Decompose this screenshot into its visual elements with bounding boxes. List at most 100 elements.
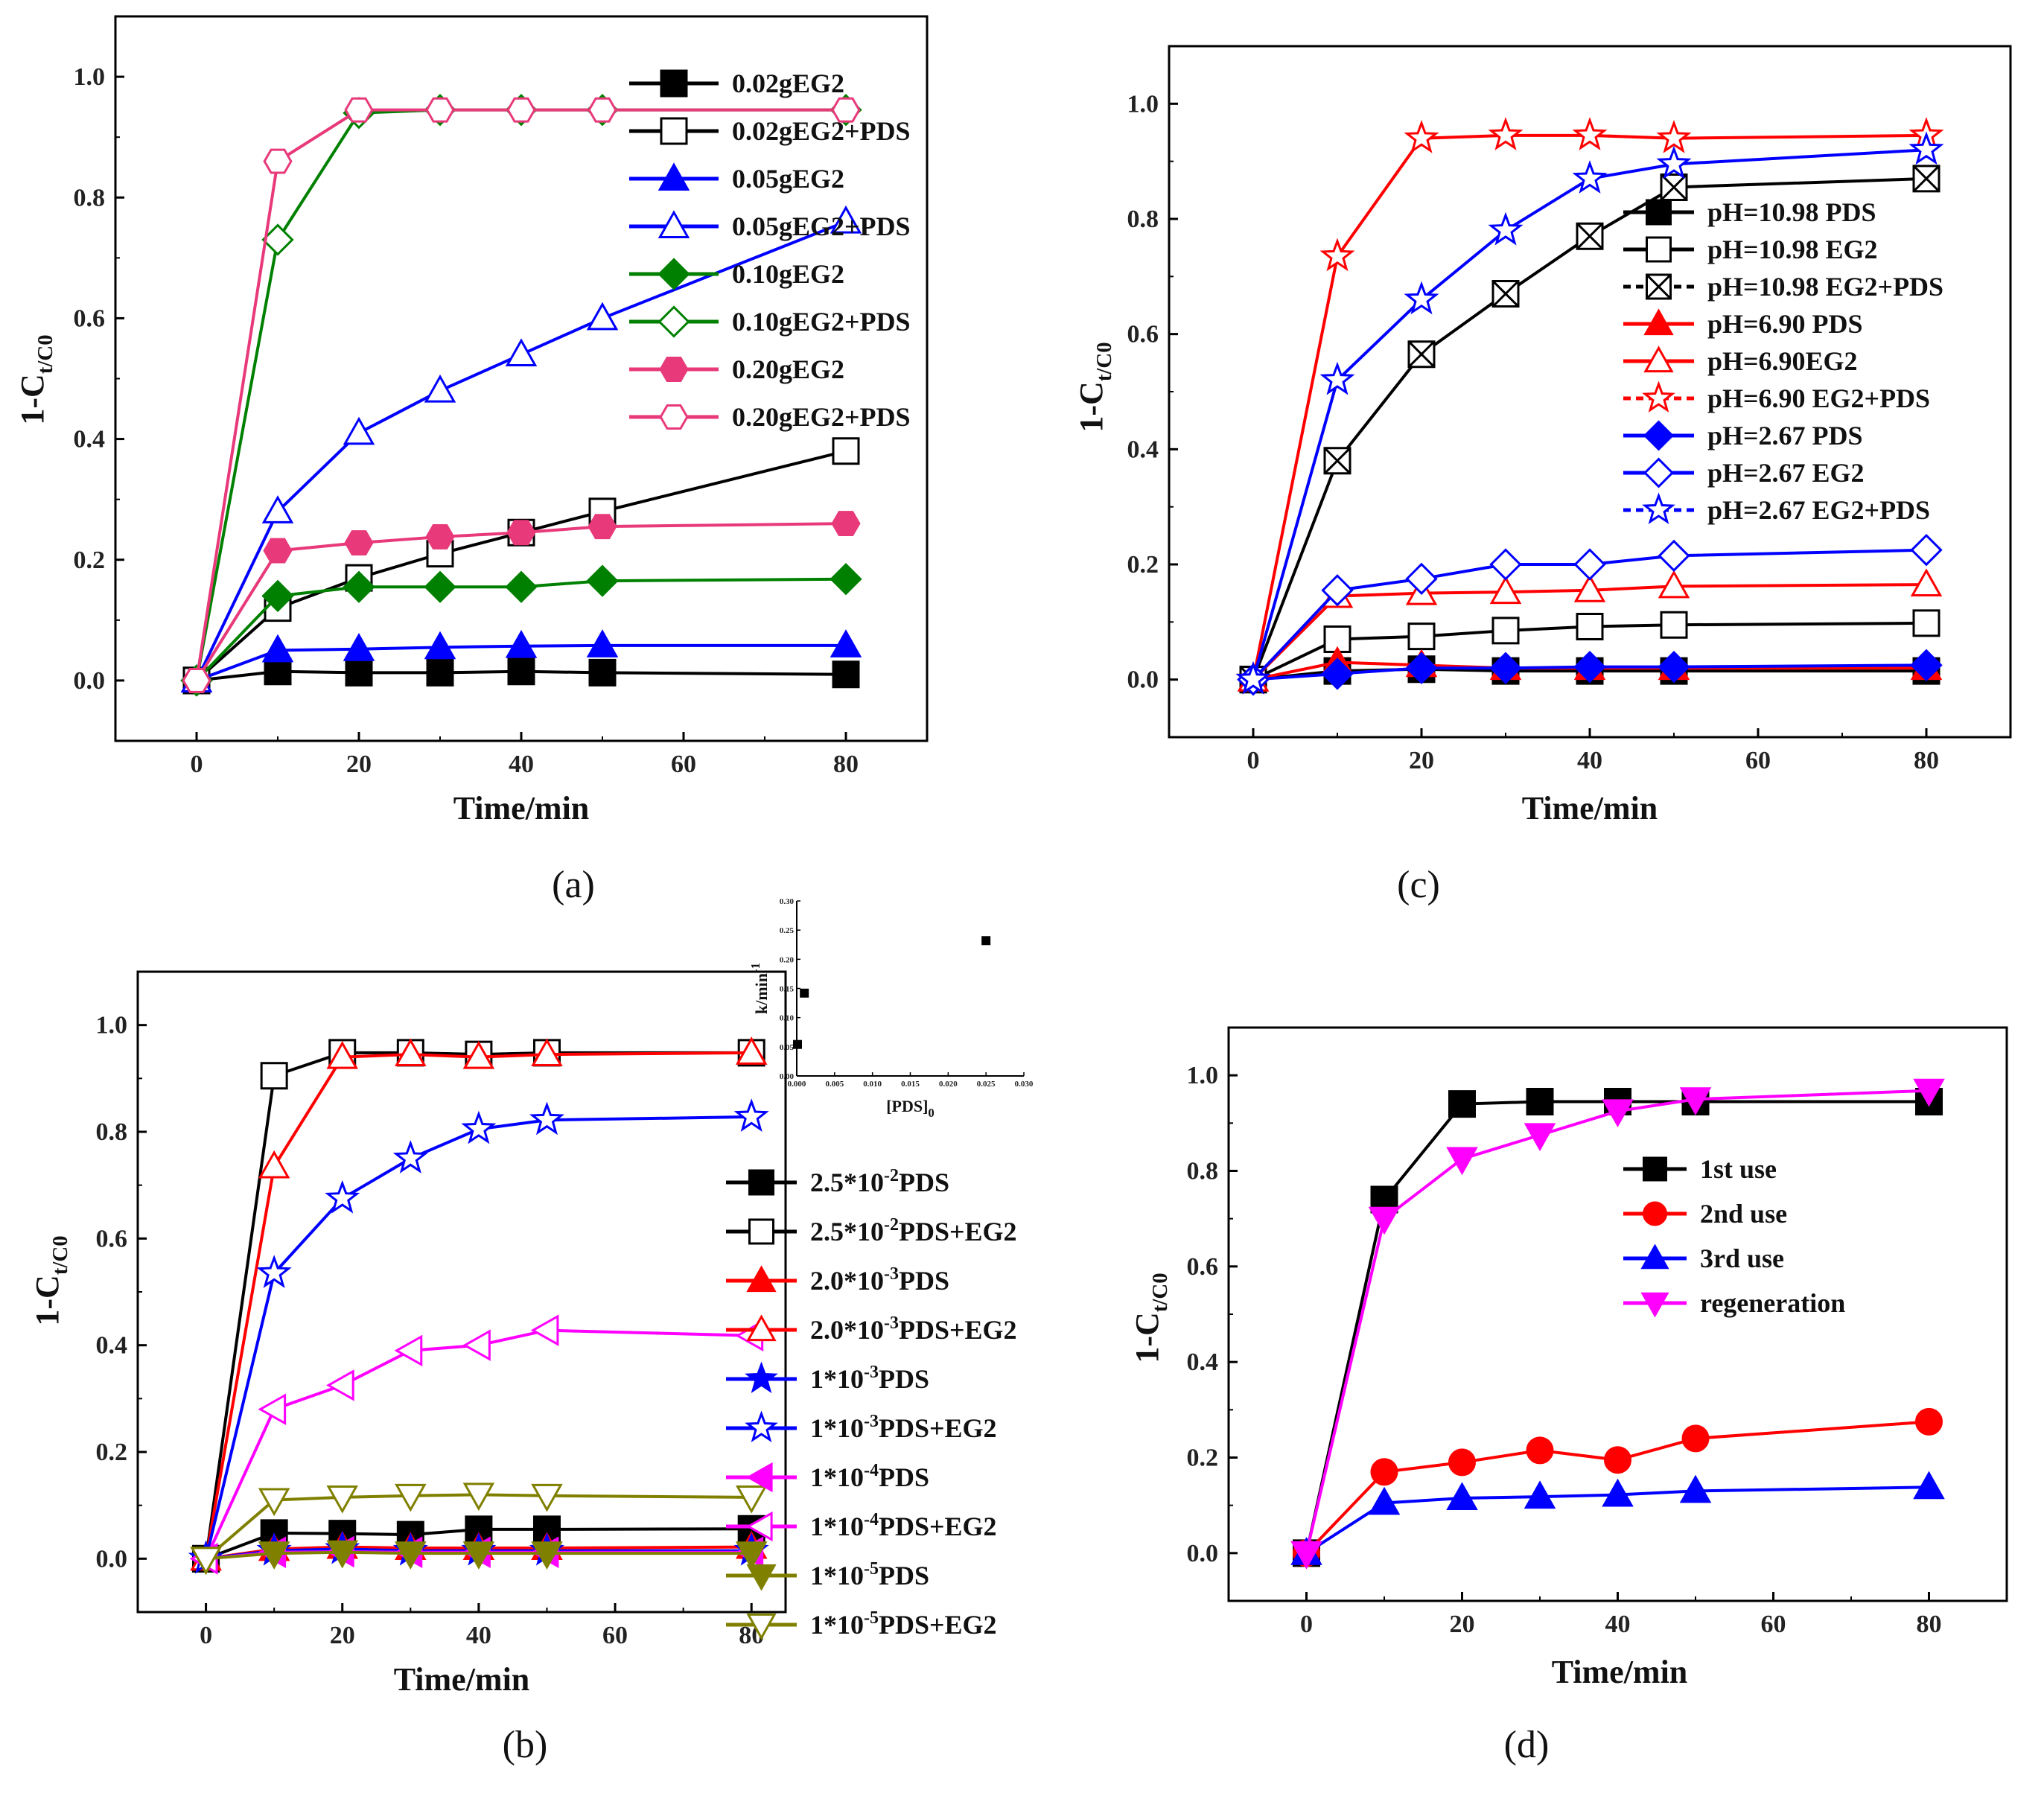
data-point [735, 1541, 768, 1570]
legend-entry: 1*10-4PDS+EG2 [726, 1510, 997, 1542]
data-point [325, 1179, 360, 1214]
data-point [1489, 548, 1522, 581]
x-tick-label: 60 [671, 751, 696, 778]
y-tick-label: 0.6 [1187, 1253, 1219, 1281]
inset-y-tick-label: 0.25 [780, 926, 795, 935]
y-tick-label: 0.0 [1187, 1540, 1219, 1567]
data-point [1321, 574, 1354, 607]
series-0-02geg2 [182, 657, 860, 695]
legend-marker [1643, 345, 1674, 373]
data-point [1602, 1478, 1634, 1507]
legend-label: 1*10-4PDS+EG2 [810, 1510, 997, 1541]
data-point [1407, 622, 1436, 651]
legend-marker [658, 210, 690, 238]
legend-marker [1643, 1201, 1667, 1226]
data-point [1658, 650, 1690, 684]
y-tick-label: 0.2 [74, 547, 106, 574]
data-point [1407, 340, 1436, 369]
data-point [1235, 660, 1271, 695]
data-point [588, 97, 617, 123]
legend-entry: 0.10gEG2 [629, 258, 844, 290]
data-point [1679, 1474, 1712, 1503]
y-tick-label: 0.6 [96, 1225, 128, 1252]
data-point [1679, 1087, 1712, 1116]
data-point [1404, 281, 1439, 315]
legend-entry: 1*10-3PDS [726, 1361, 929, 1394]
y-tick-label: 0.8 [96, 1118, 128, 1146]
data-point [733, 1098, 769, 1132]
series-ph-2-67-pds [1237, 649, 1943, 696]
legend-entry: pH=6.90EG2 [1623, 345, 1858, 376]
data-point [394, 1334, 423, 1367]
data-point [1681, 1424, 1710, 1453]
legend-entry: 0.02gEG2 [629, 69, 844, 98]
legend-entry: 2.0*10-3PDS [726, 1264, 949, 1296]
data-point [1323, 625, 1351, 654]
legend-label: pH=10.98 EG2 [1707, 235, 1878, 264]
data-point [832, 437, 860, 465]
legend-label: pH=6.90 PDS [1707, 309, 1863, 339]
y-tick-label: 0.6 [1127, 321, 1159, 348]
data-point [531, 1541, 563, 1570]
legend-entry: 0.20gEG2 [629, 354, 844, 384]
inset-x-tick-label: 0.030 [1015, 1080, 1034, 1089]
legend-entry: 3rd use [1623, 1243, 1784, 1273]
legend-marker [748, 1218, 774, 1245]
data-point [1913, 1078, 1945, 1107]
panel-d: 0 20 40 60 80 0.0 0.2 0.4 0.6 0.8 1.0 Time/min 1-Ct/… [1129, 1026, 2008, 1766]
legend-label: 0.02gEG2+PDS [732, 116, 911, 146]
y-tick-label: 1.0 [1187, 1062, 1219, 1089]
x-tick-label: 20 [330, 1622, 355, 1649]
data-point [1573, 574, 1606, 602]
data-point [1368, 1486, 1401, 1515]
data-point [1573, 650, 1606, 684]
data-point [588, 658, 617, 687]
inset-x-tick-label: 0.025 [977, 1080, 996, 1089]
legend-entry: 2.0*10-3PDS+EG2 [726, 1313, 1017, 1345]
x-tick-label: 40 [509, 751, 534, 778]
data-point [1446, 1482, 1478, 1510]
legend-label: 1*10-5PDS+EG2 [810, 1608, 997, 1640]
legend-entry: 0.05gEG2 [629, 162, 844, 194]
data-point [1912, 609, 1940, 637]
legend-entry: 1st use [1623, 1154, 1777, 1184]
series-0-20geg2 [182, 511, 861, 693]
series-ph-2-67-eg2 [1237, 533, 1943, 696]
data-point [1319, 238, 1355, 272]
legend-entry: 2nd use [1623, 1199, 1787, 1229]
legend-entry: 0.05gEG2+PDS [629, 210, 911, 241]
y-tick-label: 0.0 [1127, 666, 1159, 694]
legend-label: pH=6.90 EG2+PDS [1707, 383, 1930, 413]
data-point [531, 1038, 563, 1067]
data-point [462, 1329, 491, 1361]
inset-y-label-group: k/min-1 [748, 963, 771, 1014]
data-point [258, 1150, 290, 1179]
panel-label: (b) [503, 1724, 548, 1766]
data-point [586, 629, 619, 657]
data-point [343, 633, 375, 661]
inset-data-point [793, 1039, 803, 1049]
series-0-20geg2-pds [182, 97, 861, 693]
y-axis-label-group: 1-Ct/C0 [14, 334, 57, 424]
inset-data-point [981, 936, 991, 946]
legend-marker [659, 404, 689, 430]
x-tick-label: 40 [466, 1622, 491, 1649]
data-point [392, 1140, 428, 1173]
panel-label: (d) [1504, 1724, 1550, 1766]
data-point [1572, 160, 1608, 194]
legend-marker [746, 1613, 777, 1640]
y-axis-label: 1-Ct/C0 [29, 1235, 72, 1325]
legend: 2.5*10-2PDS 2.5*10-2PDS+EG2 2.0*10-3PDS 2.0… [726, 1166, 1017, 1640]
data-point [182, 667, 211, 693]
data-point [1526, 1087, 1554, 1115]
inset-y-tick-label: 0.20 [780, 955, 795, 964]
data-point [325, 1369, 354, 1401]
data-point [1488, 117, 1524, 150]
data-point [586, 302, 619, 331]
data-point [1489, 576, 1522, 605]
legend-marker [1640, 1243, 1669, 1270]
series-ph-2-67-eg2-pds [1235, 131, 1944, 695]
y-tick-label: 0.6 [74, 305, 106, 332]
y-axis-label-group: 1-Ct/C0 [1073, 342, 1116, 432]
